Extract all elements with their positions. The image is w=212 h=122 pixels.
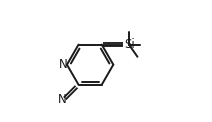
Text: Si: Si [124,38,135,51]
Text: N: N [59,58,68,71]
Text: N: N [58,93,67,106]
